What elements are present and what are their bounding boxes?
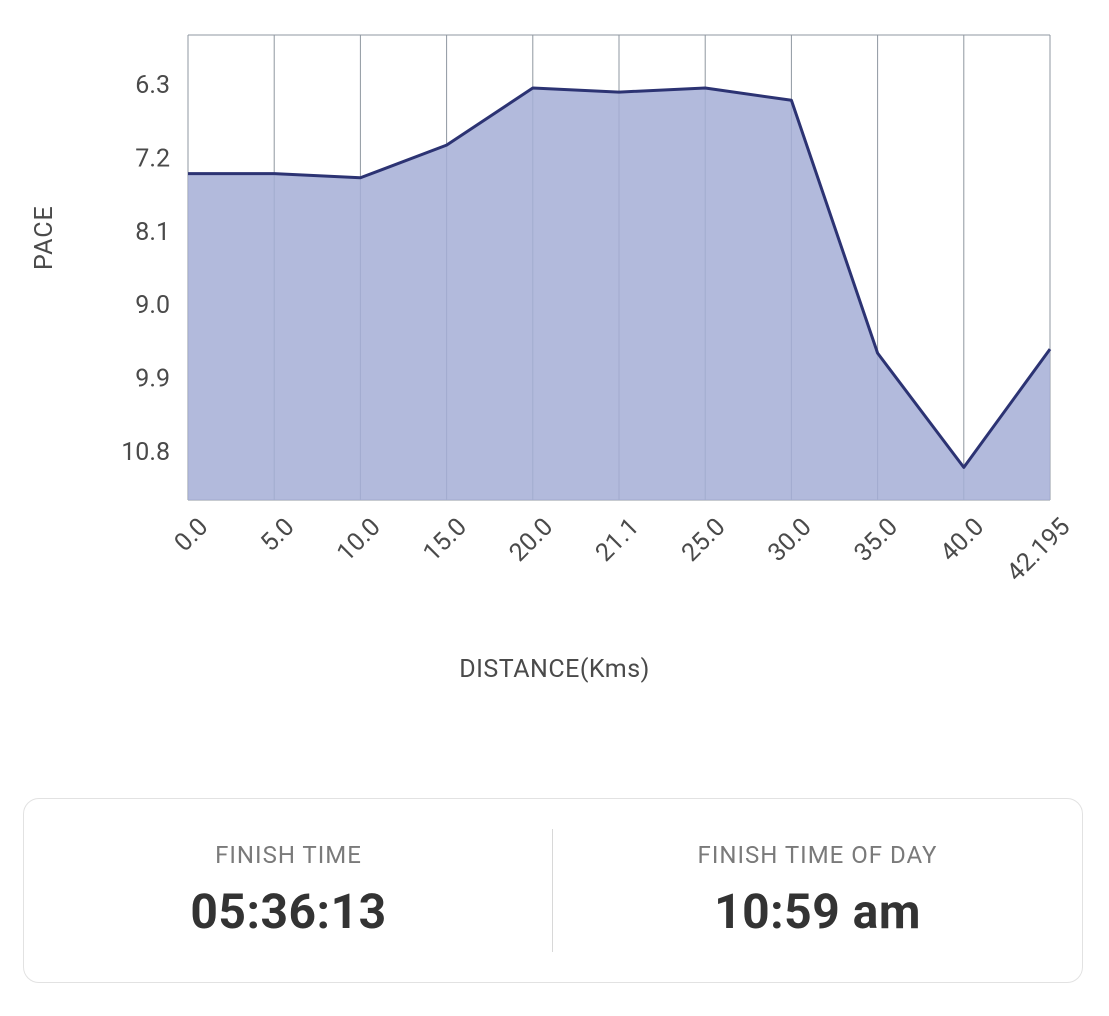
svg-text:30.0: 30.0	[763, 513, 818, 568]
svg-text:9.9: 9.9	[135, 365, 170, 394]
svg-text:15.0: 15.0	[418, 513, 473, 568]
svg-text:6.3: 6.3	[135, 71, 170, 100]
pace-chart-svg: 6.3 7.2 8.1 9.0 9.9 10.8 0.0 5.0 10.0 15.0 20.0 21.…	[0, 0, 1109, 640]
svg-text:42.195: 42.195	[1001, 513, 1076, 588]
svg-text:20.0: 20.0	[504, 513, 559, 568]
svg-text:8.1: 8.1	[135, 218, 170, 247]
svg-text:7.2: 7.2	[135, 144, 170, 173]
x-axis-label: DISTANCE(Kms)	[0, 655, 1109, 684]
finish-time-value: 05:36:13	[190, 883, 386, 940]
svg-text:10.8: 10.8	[121, 438, 170, 467]
svg-text:10.0: 10.0	[332, 513, 387, 568]
finish-time-panel: FINISH TIME 05:36:13	[24, 799, 553, 982]
finish-time-label: FINISH TIME	[215, 841, 362, 869]
svg-text:25.0: 25.0	[676, 513, 731, 568]
summary-card: FINISH TIME 05:36:13 FINISH TIME OF DAY …	[23, 798, 1083, 983]
svg-text:40.0: 40.0	[935, 513, 990, 568]
svg-text:35.0: 35.0	[849, 513, 904, 568]
svg-text:21.1: 21.1	[590, 513, 645, 568]
finish-tod-panel: FINISH TIME OF DAY 10:59 am	[553, 799, 1082, 982]
svg-text:5.0: 5.0	[255, 513, 300, 558]
finish-tod-value: 10:59 am	[714, 883, 921, 940]
svg-text:9.0: 9.0	[135, 291, 170, 320]
finish-tod-label: FINISH TIME OF DAY	[698, 841, 938, 869]
svg-text:0.0: 0.0	[169, 513, 214, 558]
